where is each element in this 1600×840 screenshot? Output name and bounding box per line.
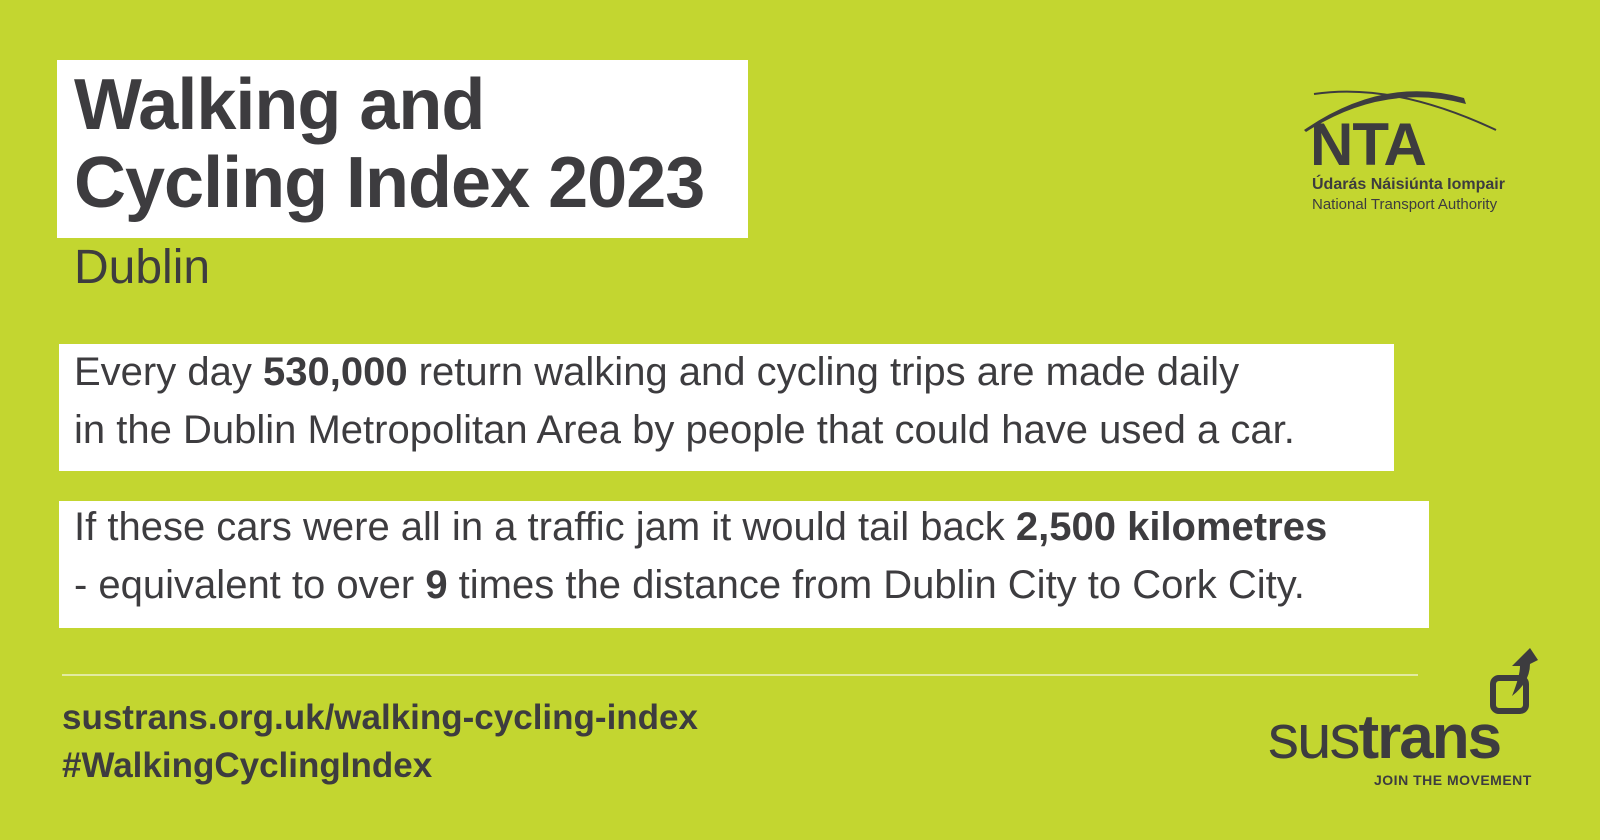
website-link[interactable]: sustrans.org.uk/walking-cycling-index — [62, 698, 698, 737]
fact-traffic-line-1: If these cars were all in a traffic jam … — [74, 497, 1327, 557]
title-line-1: Walking and — [74, 65, 485, 145]
trips-count: 530,000 — [262, 350, 408, 394]
text: sus — [1268, 703, 1360, 772]
nta-acronym: NTA — [1310, 111, 1427, 178]
nta-english-name: National Transport Authority — [1312, 196, 1498, 213]
nta-arc-icon — [1304, 90, 1497, 132]
text: If these cars were all in a traffic jam … — [74, 505, 1016, 549]
nta-irish-name: Údarás Náisiúnta Iompair — [1312, 176, 1505, 193]
distance-value: 2,500 kilometres — [1015, 505, 1328, 549]
text: - equivalent to over — [74, 563, 426, 607]
nta-logo: NTA Údarás Náisiúnta Iompair National Tr… — [1300, 80, 1540, 220]
sustrans-logo: sustrans JOIN THE MOVEMENT — [1268, 648, 1548, 798]
text: trans — [1358, 703, 1502, 772]
fact-panel-trips: Every day 530,000 return walking and cyc… — [59, 344, 1394, 471]
title-panel — [57, 60, 748, 238]
text: times the distance from Dublin City to C… — [447, 563, 1305, 607]
subtitle: Dublin — [74, 241, 211, 294]
sustrans-tagline: JOIN THE MOVEMENT — [1374, 772, 1532, 788]
multiple-value: 9 — [425, 563, 448, 607]
fact-trips-line-1: Every day 530,000 return walking and cyc… — [74, 342, 1239, 402]
text: Every day — [74, 350, 263, 394]
hashtag: #WalkingCyclingIndex — [62, 746, 433, 785]
sustrans-wordmark: sustrans — [1268, 703, 1502, 773]
title-line-2: Cycling Index 2023 — [74, 143, 705, 223]
page-title: Walking and Cycling Index 2023 — [74, 65, 705, 223]
text: return walking and cycling trips are mad… — [407, 350, 1240, 394]
fact-panel-traffic: If these cars were all in a traffic jam … — [59, 501, 1429, 628]
fact-traffic-line-2: - equivalent to over 9 times the distanc… — [74, 555, 1305, 615]
divider — [62, 674, 1418, 676]
sustrans-arrow-box-icon — [1490, 648, 1538, 714]
fact-trips-line-2: in the Dublin Metropolitan Area by peopl… — [74, 408, 1295, 452]
